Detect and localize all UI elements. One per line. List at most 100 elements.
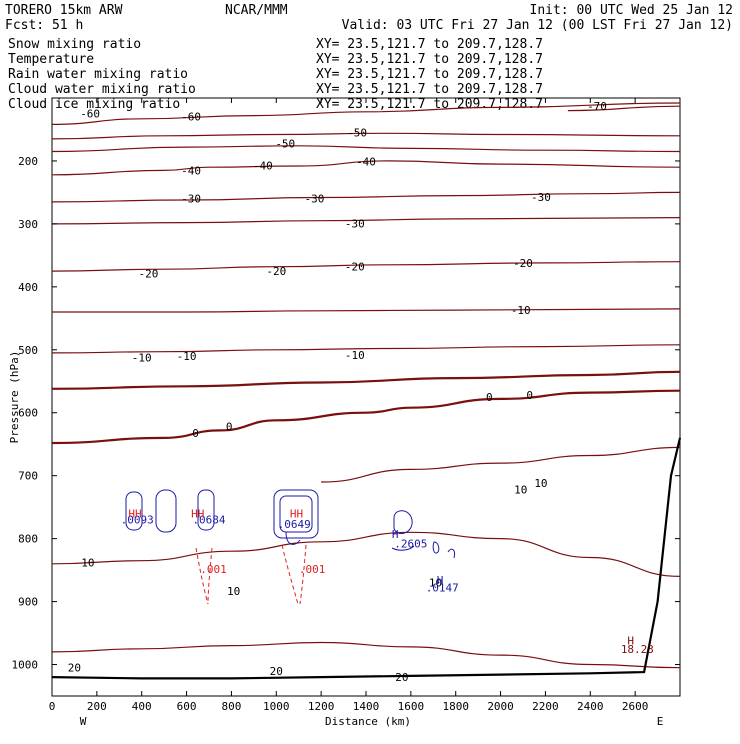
temperature-contour-label: -40 [356,156,376,169]
y-tick-label: 400 [18,281,38,294]
temperature-contour-label: -60 [181,110,201,123]
max-marker: HH [191,507,204,520]
cloud-water-contours [125,489,455,559]
x-tick-label: 1200 [308,700,335,713]
field-xy: XY= 23.5,121.7 to 209.7,128.7 [316,67,543,82]
west-label: W [80,715,87,728]
temperature-contour-label: -30 [304,193,324,206]
temperature-contour-label: -30 [181,193,201,206]
x-axis-label: Distance (km) [325,715,411,728]
east-label: E [657,715,664,728]
field-xy: XY= 23.5,121.7 to 209.7,128.7 [316,97,543,112]
temperature-contour-label: 20 [395,671,408,684]
field-name: Cloud water mixing ratio [8,82,196,97]
temperature-contour-label: -10 [511,304,531,317]
cloud-contour [273,489,319,539]
temperature-contour-label: 10 [514,484,527,497]
x-tick-label: 400 [132,700,152,713]
field-legend: Snow mixing ratio XY= 23.5,121.7 to 209.7… [8,37,543,112]
temperature-contour [51,160,681,176]
rain-value: .001 [299,563,326,576]
temperature-contour [51,132,681,140]
temperature-contour [51,261,681,272]
cloud-water-value: .0684 [192,514,225,527]
cloud-contour [285,531,301,545]
y-tick-label: 1000 [12,659,39,672]
temperature-contour [51,308,681,313]
temperature-contour-label: 20 [68,662,81,675]
forecast-hour: Fcst: 51 h [5,18,83,33]
x-tick-label: 2000 [487,700,514,713]
max-marker: HH [128,507,141,520]
max-marker: H [437,574,444,587]
y-axis-label: Pressure (hPa) [8,351,21,444]
y-tick-label: 700 [18,470,38,483]
x-tick-label: 2400 [577,700,604,713]
temperature-contour [321,446,681,483]
temperature-contour-label: -20 [139,268,159,281]
field-name: Cloud ice mixing ratio [8,97,180,112]
x-tick-label: 600 [177,700,197,713]
temperature-contour-label: -70 [587,100,607,113]
temperature-contour [51,389,681,445]
y-tick-label: 600 [18,407,38,420]
max-marker: H [392,528,399,541]
cloud-contour [432,541,440,554]
temperature-contour-label: 10 [534,477,547,490]
temperature-contour [51,344,681,354]
cloud-water-value: .0147 [426,582,459,595]
x-tick-label: 1800 [442,700,469,713]
cloud-contour [279,495,313,533]
temperature-contour-label: -10 [132,351,152,364]
temperature-contour-label: -50 [347,127,367,140]
temperature-contour [567,105,681,112]
x-tick-label: 0 [49,700,56,713]
y-tick-label: 500 [18,344,38,357]
temperature-contour [51,145,681,153]
temperature-contour-label: 10 [81,557,94,570]
cloud-contour [125,491,143,531]
temperature-contour-label: 0 [486,391,493,404]
x-tick-label: 800 [221,700,241,713]
model-title: TORERO 15km ARW [5,3,123,18]
temperature-contour [51,370,681,390]
field-name: Temperature [8,52,94,67]
temperature-contour-label: -30 [345,217,365,230]
temperature-contour-label: -40 [181,164,201,177]
temperature-contour-label: -20 [513,257,533,270]
cloud-water-value: .0649 [278,518,311,531]
temperature-contour-label: -20 [345,261,365,274]
temperature-contour-label: -10 [345,349,365,362]
cloud-water-value: .0093 [121,514,154,527]
cloud-contour [155,489,177,533]
temperature-contour [51,191,681,203]
y-tick-label: 900 [18,596,38,609]
temperature-contour [51,217,681,225]
x-tick-label: 1600 [398,700,425,713]
temperature-contour-label: 20 [270,665,283,678]
field-name: Snow mixing ratio [8,37,141,52]
x-tick-label: 200 [87,700,107,713]
cloud-contour [197,489,215,531]
temperature-contour-label: -60 [80,108,100,121]
temperature-contour [51,531,681,577]
rain-contour [281,544,299,605]
temperature-contour-label: 0 [192,427,199,440]
rain-contours [195,544,307,605]
cloud-contour [391,545,415,551]
field-name: Rain water mixing ratio [8,67,188,82]
x-tick-label: 2200 [532,700,559,713]
y-tick-label: 800 [18,533,38,546]
temperature-contour [51,102,681,125]
field-xy: XY= 23.5,121.7 to 209.7,128.7 [316,52,543,67]
temperature-contour-label: -10 [177,350,197,363]
rain-contour [195,547,209,605]
field-xy: XY= 23.5,121.7 to 209.7,128.7 [316,37,543,52]
x-tick-label: 1400 [353,700,380,713]
temperature-contour-label: 10 [227,585,240,598]
cloud-contour [447,548,455,559]
temperature-contour-label: 0 [226,421,233,434]
rain-contour [207,547,213,605]
y-tick-label: 300 [18,218,38,231]
